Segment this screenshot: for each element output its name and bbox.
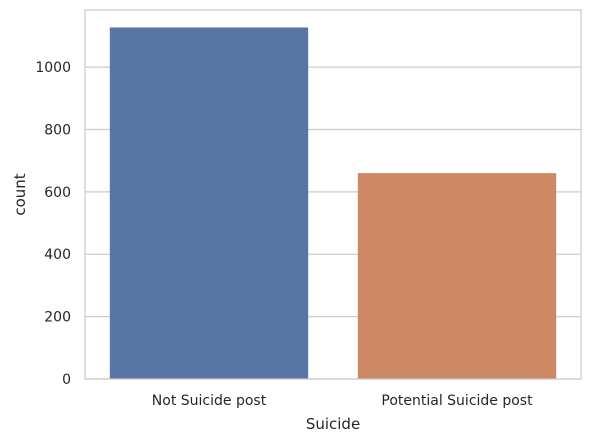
x-tick-label: Potential Suicide post xyxy=(381,393,533,409)
bar xyxy=(357,173,557,379)
x-tick-label: Not Suicide post xyxy=(152,393,267,409)
y-tick-labels: 0 200 400 600 800 1000 xyxy=(35,60,71,388)
y-tick-label: 600 xyxy=(44,185,71,201)
bars xyxy=(109,27,557,379)
y-axis-label: count xyxy=(11,173,29,215)
x-tick-labels: Not Suicide post Potential Suicide post xyxy=(152,393,533,409)
plot-frame xyxy=(84,9,582,380)
y-tick-label: 1000 xyxy=(35,60,71,76)
y-tick-label: 0 xyxy=(62,372,71,388)
x-axis-label: Suicide xyxy=(306,415,360,433)
y-tick-label: 400 xyxy=(44,247,71,263)
y-tick-label: 200 xyxy=(44,310,71,326)
bar xyxy=(109,27,309,379)
y-tick-label: 800 xyxy=(44,122,71,138)
